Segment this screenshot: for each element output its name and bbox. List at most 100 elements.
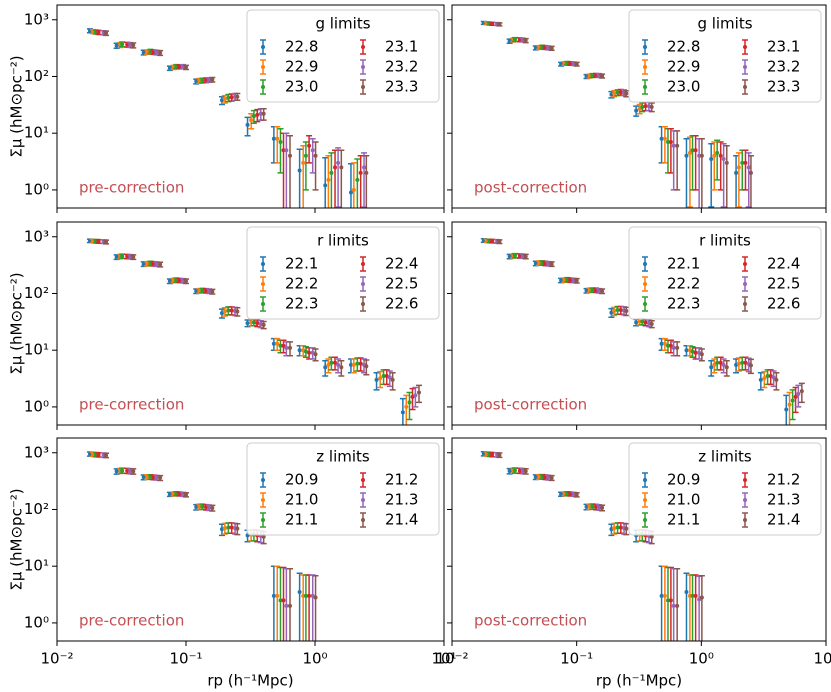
error-bar: [335, 147, 342, 208]
y-tick-label: 10⁰: [24, 397, 49, 415]
legend-dot: [643, 262, 647, 266]
legend-label: 23.0: [285, 78, 318, 96]
point: [634, 320, 639, 325]
point: [590, 288, 595, 293]
point: [251, 114, 256, 119]
legend-label: 23.2: [767, 58, 800, 76]
legend-dot: [743, 498, 747, 502]
point: [339, 165, 344, 170]
point: [517, 253, 522, 258]
point: [184, 492, 188, 497]
point: [743, 360, 748, 365]
point: [684, 590, 689, 595]
point: [765, 374, 770, 379]
point: [718, 360, 723, 365]
error-bar: [325, 155, 332, 208]
legend-dot: [361, 85, 365, 89]
point: [574, 492, 579, 497]
legend-title: z limits: [698, 448, 752, 466]
legend-label: 22.2: [285, 275, 318, 293]
point: [329, 170, 334, 175]
point: [549, 262, 554, 267]
point: [662, 136, 667, 141]
point: [158, 262, 163, 267]
point: [712, 153, 717, 158]
point: [90, 452, 95, 457]
point: [594, 504, 599, 509]
x-tick-label: 10¹: [813, 650, 831, 668]
point: [313, 352, 318, 357]
legend-label: 23.3: [767, 78, 800, 96]
y-tick-label: 10²: [24, 500, 49, 518]
legend-box: [628, 226, 822, 320]
legend-label: 23.2: [385, 58, 418, 76]
point: [207, 77, 212, 82]
point: [114, 43, 119, 48]
error-bar: [661, 125, 668, 164]
point: [271, 341, 276, 346]
point: [154, 262, 159, 267]
point: [793, 394, 798, 399]
point: [275, 593, 280, 598]
point: [323, 183, 328, 188]
point: [736, 361, 741, 366]
legend-box: [246, 442, 440, 536]
point: [523, 469, 528, 474]
legend-label: 22.2: [667, 275, 700, 293]
x-tick-label: 10⁻¹: [169, 650, 202, 668]
legend-dot: [261, 478, 265, 482]
error-bar: [698, 137, 705, 208]
point: [374, 377, 379, 382]
panel: 10⁰ 10¹ 10² 10³ pre-correction g limits 22.8 22…: [8, 4, 445, 213]
plot-area: [86, 238, 422, 425]
legend-label: 22.1: [285, 255, 318, 273]
point: [204, 78, 209, 83]
point: [378, 376, 383, 381]
point: [287, 603, 292, 608]
point: [574, 278, 579, 283]
point: [141, 475, 146, 480]
point: [790, 398, 795, 403]
legend-dot: [643, 282, 647, 286]
error-bar: [399, 397, 406, 425]
point: [612, 526, 617, 531]
error-bar: [742, 149, 749, 191]
point: [125, 42, 130, 47]
error-bar: [296, 148, 303, 208]
point: [151, 261, 156, 266]
error-bar: [286, 135, 293, 208]
point: [787, 402, 792, 407]
error-bar: [274, 565, 281, 641]
point: [245, 321, 250, 326]
legend-title: r limits: [317, 232, 369, 250]
legend-box: [246, 9, 440, 103]
error-bar: [363, 155, 370, 208]
error-bar: [403, 394, 410, 425]
point: [712, 362, 717, 367]
point: [709, 365, 714, 370]
point: [690, 349, 695, 354]
legend-label: 22.8: [285, 38, 318, 56]
point: [275, 341, 280, 346]
point: [278, 343, 283, 348]
annotation: post-correction: [474, 612, 587, 630]
error-bar: [306, 574, 313, 641]
error-bar: [312, 141, 319, 191]
point: [281, 598, 286, 603]
point: [387, 375, 392, 380]
x-tick-label: 10⁻²: [435, 650, 468, 668]
x-axis-label: rp (h⁻¹Mpc): [207, 672, 293, 690]
panel: 10⁰ 10¹ 10² 10³ pre-correction r limits 22.1 22…: [8, 221, 445, 430]
point: [684, 348, 689, 353]
legend-dot: [643, 498, 647, 502]
point: [287, 345, 292, 350]
point: [174, 278, 179, 283]
point: [671, 345, 676, 350]
legend-title: g limits: [697, 15, 752, 33]
point: [303, 153, 308, 158]
point: [235, 309, 240, 314]
point: [104, 239, 109, 244]
point: [640, 104, 645, 109]
error-bar: [350, 162, 357, 208]
legend-dot: [261, 282, 265, 286]
